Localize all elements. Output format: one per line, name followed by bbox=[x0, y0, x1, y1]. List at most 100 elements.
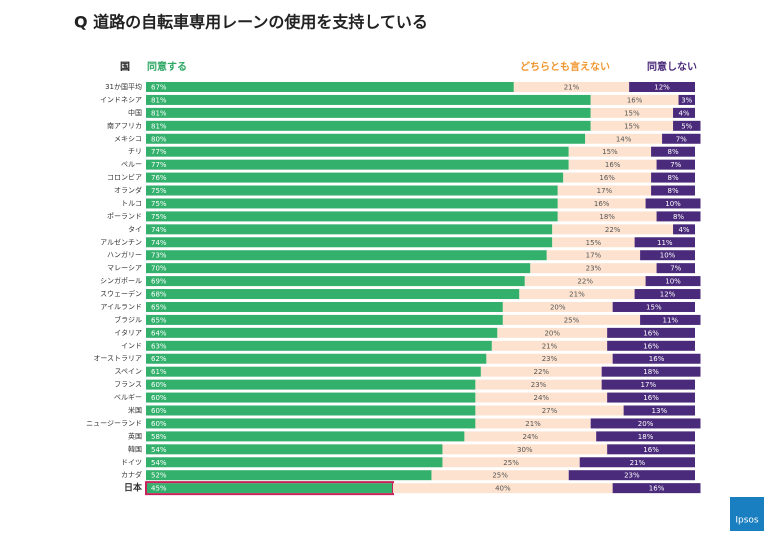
value-label: 18% bbox=[643, 368, 659, 376]
value-label: 61% bbox=[151, 368, 167, 376]
logo: Ipsos bbox=[735, 516, 759, 526]
value-label: 45% bbox=[151, 485, 167, 493]
value-label: 21% bbox=[542, 342, 558, 350]
bar-segment bbox=[491, 340, 608, 351]
value-label: 64% bbox=[151, 329, 167, 337]
bar-segment bbox=[146, 211, 558, 222]
bar-segment bbox=[146, 237, 553, 248]
value-label: 7% bbox=[670, 161, 681, 169]
bar-segment bbox=[673, 224, 695, 235]
value-label: 22% bbox=[605, 226, 621, 234]
bar-segment bbox=[480, 366, 602, 377]
value-label: 7% bbox=[670, 265, 681, 273]
bar-segment bbox=[475, 392, 608, 403]
value-label: 77% bbox=[151, 161, 167, 169]
value-label: 25% bbox=[503, 459, 519, 467]
bar-segment bbox=[607, 444, 695, 455]
value-label: 20% bbox=[544, 329, 560, 337]
value-label: 60% bbox=[151, 407, 167, 415]
bar-segment bbox=[146, 185, 558, 196]
bar-segment bbox=[552, 237, 635, 248]
bar-segment bbox=[146, 431, 465, 442]
category-label: チリ bbox=[128, 148, 142, 156]
value-label: 16% bbox=[649, 485, 665, 493]
bar-segment bbox=[513, 82, 630, 92]
bar-segment bbox=[486, 353, 613, 364]
value-label: 10% bbox=[665, 200, 681, 208]
category-label: コロンビア bbox=[107, 173, 142, 182]
bar-segment bbox=[568, 159, 657, 170]
value-label: 16% bbox=[599, 174, 615, 182]
bar-segment bbox=[590, 120, 674, 131]
bar-segment bbox=[590, 94, 679, 105]
bar-segment bbox=[442, 457, 580, 468]
bar-segment bbox=[146, 379, 476, 390]
bar-segment bbox=[629, 82, 695, 92]
value-label: 54% bbox=[151, 446, 167, 454]
value-label: 18% bbox=[599, 213, 615, 221]
bar-segment bbox=[530, 263, 657, 274]
bar-segment bbox=[464, 431, 597, 442]
category-label: インド bbox=[121, 342, 142, 350]
bar-segment bbox=[651, 185, 695, 196]
value-label: 4% bbox=[678, 109, 689, 117]
bar-segment bbox=[645, 198, 701, 209]
value-label: 21% bbox=[564, 84, 580, 92]
value-label: 16% bbox=[594, 200, 610, 208]
bar-segment bbox=[563, 172, 652, 183]
value-label: 15% bbox=[624, 122, 640, 130]
bar-segment bbox=[146, 263, 531, 274]
bar-segment bbox=[568, 470, 695, 481]
value-label: 17% bbox=[586, 252, 602, 260]
category-label: ポーランド bbox=[107, 212, 142, 220]
value-label: 52% bbox=[151, 472, 167, 480]
bar-segment bbox=[146, 366, 481, 377]
bar-segment bbox=[662, 133, 701, 144]
category-label: フランス bbox=[114, 381, 142, 389]
category-label: アイルランド bbox=[100, 303, 142, 311]
bar-segment bbox=[146, 224, 553, 235]
bar-segment bbox=[146, 470, 432, 481]
value-label: 60% bbox=[151, 394, 167, 402]
value-label: 7% bbox=[676, 135, 687, 143]
value-label: 23% bbox=[624, 472, 640, 480]
bar-segment bbox=[640, 314, 701, 325]
value-label: 22% bbox=[577, 278, 593, 286]
bar-segment bbox=[656, 263, 695, 274]
value-label: 3% bbox=[681, 96, 692, 104]
value-label: 75% bbox=[151, 213, 167, 221]
value-label: 62% bbox=[151, 355, 167, 363]
category-label: タイ bbox=[128, 224, 142, 233]
bar-segment bbox=[146, 418, 476, 429]
value-label: 16% bbox=[643, 342, 659, 350]
bar-segment bbox=[640, 250, 695, 261]
value-label: 4% bbox=[678, 226, 689, 234]
value-label: 24% bbox=[523, 433, 539, 441]
logo-box bbox=[730, 497, 764, 531]
value-label: 80% bbox=[151, 135, 167, 143]
bar-segment bbox=[612, 353, 701, 364]
value-label: 15% bbox=[602, 148, 618, 156]
value-label: 11% bbox=[657, 239, 673, 247]
value-label: 16% bbox=[643, 329, 659, 337]
bar-segment bbox=[146, 301, 503, 312]
value-label: 23% bbox=[586, 265, 602, 273]
bar-segment bbox=[596, 431, 695, 442]
category-label: ペルー bbox=[121, 161, 142, 169]
bar-segment bbox=[585, 133, 663, 144]
bar-segment bbox=[612, 301, 695, 312]
value-label: 27% bbox=[542, 407, 558, 415]
value-label: 8% bbox=[667, 187, 678, 195]
value-label: 75% bbox=[151, 187, 167, 195]
value-label: 25% bbox=[564, 316, 580, 324]
bar-segment bbox=[557, 211, 657, 222]
value-label: 70% bbox=[151, 265, 167, 273]
category-label: トルコ bbox=[121, 199, 142, 207]
category-label: インドネシア bbox=[100, 96, 142, 104]
bar-segment bbox=[442, 444, 608, 455]
category-label: ハンガリー bbox=[107, 250, 142, 259]
value-label: 13% bbox=[652, 407, 668, 415]
category-label: オーストラリア bbox=[93, 355, 142, 363]
value-label: 15% bbox=[586, 239, 602, 247]
